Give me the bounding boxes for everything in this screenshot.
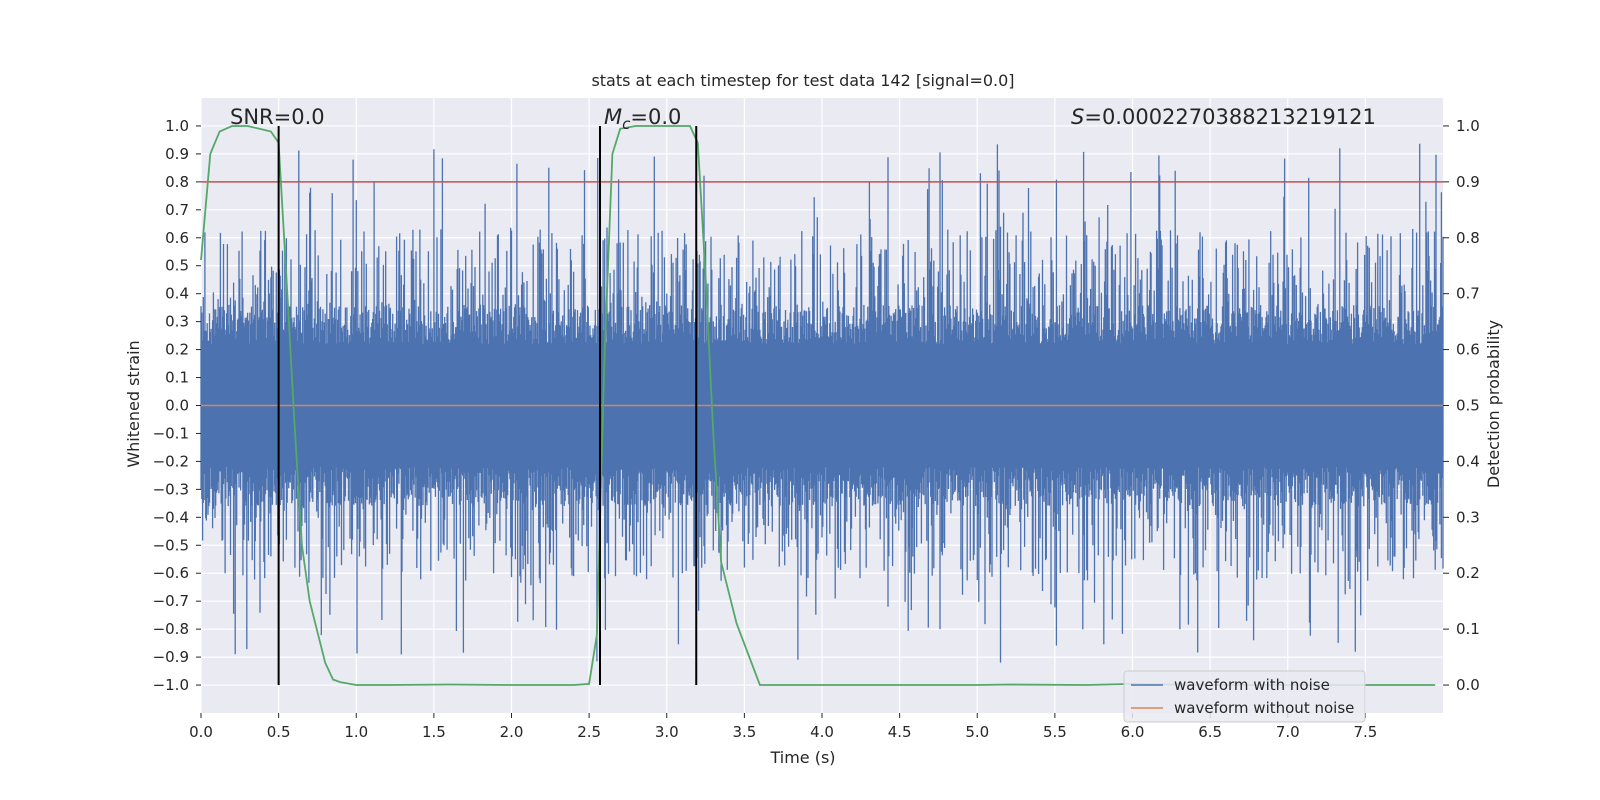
y-right-tick-label: 1.0 (1456, 117, 1480, 135)
x-tick-label: 3.5 (732, 723, 756, 741)
x-tick-label: 6.5 (1198, 723, 1222, 741)
x-axis-ticks: 0.0 0.5 1.0 1.5 2.0 2.5 3.0 3.5 4.0 4.5 5.0 5.5 6.0 6… (189, 713, 1377, 741)
legend-label-clean: waveform without noise (1174, 699, 1354, 717)
legend-label-noise: waveform with noise (1174, 676, 1330, 694)
y-right-tick-label: 0.6 (1456, 341, 1480, 359)
y-right-tick-label: 0.0 (1456, 676, 1480, 694)
s-annotation: S=0.0002270388213219121 (1071, 105, 1376, 129)
mc-subscript: c (622, 115, 631, 133)
y-left-tick-label: 0.8 (165, 173, 189, 191)
y-axis-left-label: Whitened strain (124, 340, 143, 467)
x-tick-label: 5.0 (965, 723, 989, 741)
y-left-tick-label: −0.4 (153, 508, 189, 526)
y-left-tick-label: −0.5 (153, 536, 189, 554)
y-right-tick-label: 0.2 (1456, 564, 1480, 582)
legend-box (1123, 670, 1366, 723)
x-tick-label: 7.0 (1276, 723, 1300, 741)
y-left-tick-label: −1.0 (153, 676, 189, 694)
y-right-tick-label: 0.4 (1456, 452, 1480, 470)
y-right-tick-label: 0.1 (1456, 620, 1480, 638)
x-tick-label: 3.0 (655, 723, 679, 741)
y-right-tick-label: 0.5 (1456, 397, 1480, 415)
y-axis-right-label: Detection probability (1484, 320, 1503, 488)
snr-annotation: SNR=0.0 (230, 105, 325, 129)
x-tick-label: 5.5 (1043, 723, 1067, 741)
x-tick-label: 6.0 (1121, 723, 1145, 741)
y-left-tick-label: −0.8 (153, 620, 189, 638)
y-left-tick-label: 0.5 (165, 257, 189, 275)
s-symbol: S (1071, 105, 1084, 129)
mc-annotation: Mc=0.0 (604, 105, 681, 133)
chart-title: stats at each timestep for test data 142… (591, 71, 1014, 90)
x-tick-label: 2.5 (577, 723, 601, 741)
x-axis-label: Time (s) (769, 748, 835, 767)
y-left-tick-label: −0.7 (153, 592, 189, 610)
y-right-tick-label: 0.9 (1456, 173, 1480, 191)
series-detection-probability (200, 125, 1436, 686)
x-tick-label: 1.0 (344, 723, 368, 741)
vertical-markers (277, 125, 698, 686)
s-value: =0.0002270388213219121 (1084, 105, 1376, 129)
y-right-tick-label: 0.8 (1456, 229, 1480, 247)
y-left-tick-label: 0.6 (165, 229, 189, 247)
x-tick-label: 4.5 (888, 723, 912, 741)
y-left-tick-label: 0.9 (165, 145, 189, 163)
y-left-tick-label: −0.3 (153, 480, 189, 498)
x-tick-label: 0.0 (189, 723, 213, 741)
mc-value: =0.0 (630, 105, 681, 129)
y-left-tick-label: −0.9 (153, 648, 189, 666)
y-right-tick-label: 0.7 (1456, 285, 1480, 303)
y-left-tick-label: 0.7 (165, 201, 189, 219)
y-left-tick-label: 0.1 (165, 369, 189, 387)
y-left-tick-label: −0.1 (153, 424, 189, 442)
x-tick-label: 1.5 (422, 723, 446, 741)
probability-trace (200, 125, 1436, 686)
y-left-tick-label: 0.3 (165, 313, 189, 331)
legend: waveform with noise waveform without noi… (1123, 670, 1366, 723)
x-tick-label: 0.5 (267, 723, 291, 741)
y-left-tick-label: 0.4 (165, 285, 189, 303)
y-left-tick-label: −0.2 (153, 452, 189, 470)
x-tick-label: 4.0 (810, 723, 834, 741)
y-left-tick-label: 1.0 (165, 117, 189, 135)
y-left-tick-label: 0.0 (165, 397, 189, 415)
x-tick-label: 7.5 (1353, 723, 1377, 741)
y-left-tick-label: −0.6 (153, 564, 189, 582)
y-axis-left-ticks: 1.0 0.9 0.8 0.7 0.6 0.5 0.4 0.3 0.2 0.1 0.0 −0.1 −0.… (153, 117, 201, 694)
y-left-tick-label: 0.2 (165, 341, 189, 359)
y-axis-right-ticks: 1.0 0.9 0.8 0.7 0.6 0.5 0.4 0.3 0.2 0.1 0.0 (1443, 117, 1480, 694)
x-tick-label: 2.0 (500, 723, 524, 741)
mc-symbol: M (604, 105, 622, 129)
y-right-tick-label: 0.3 (1456, 508, 1480, 526)
